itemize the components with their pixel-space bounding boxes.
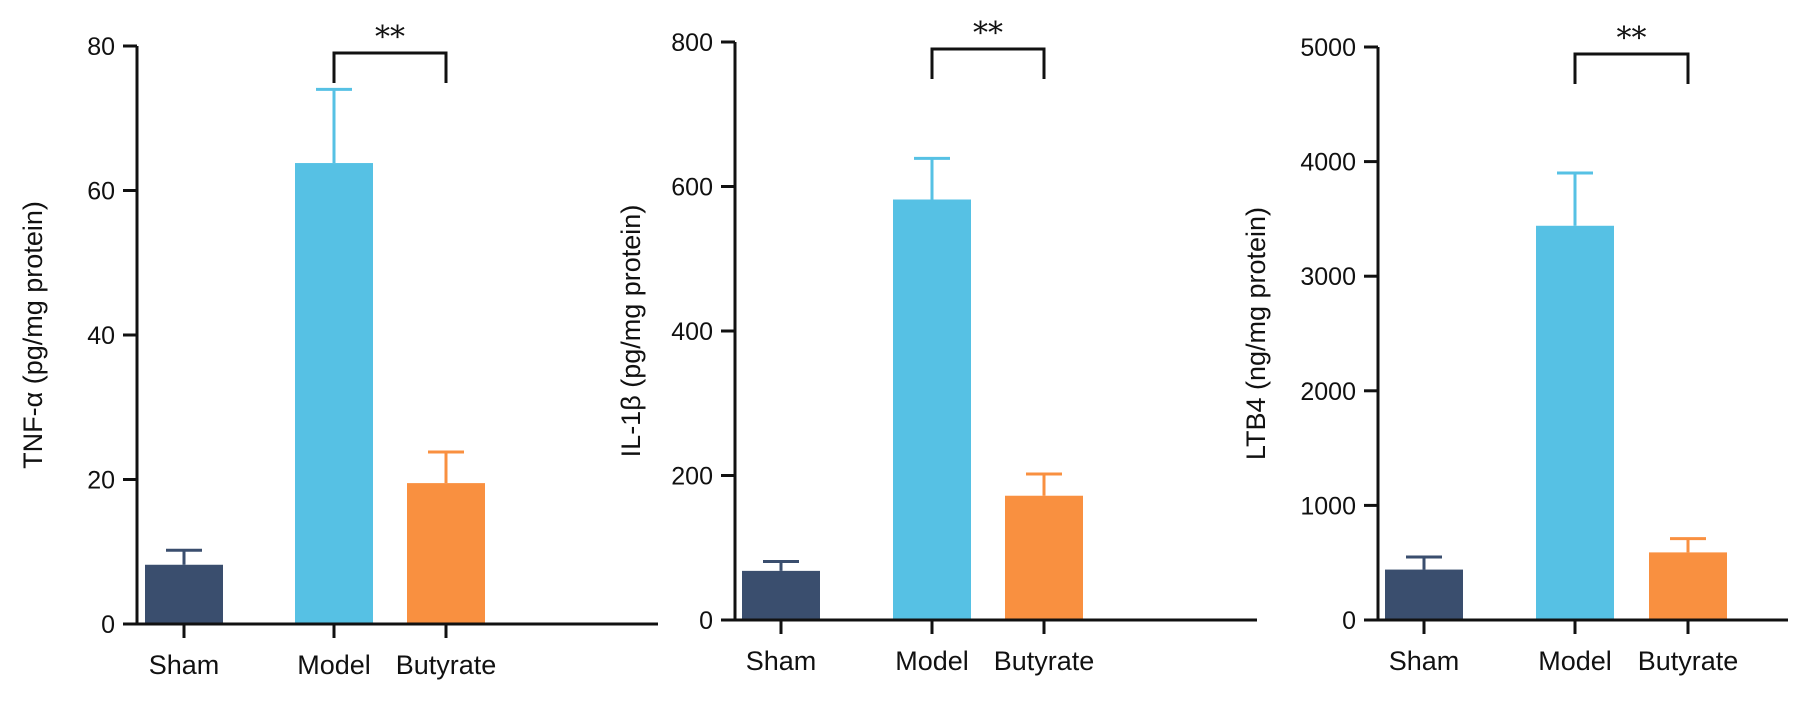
bar-sham [145,564,223,624]
y-tick-label: 5000 [1300,34,1356,62]
y-tick-label: 80 [87,33,115,61]
y-tick-label: 0 [699,607,713,635]
y-tick-label: 400 [671,318,713,346]
bar-model [1536,225,1614,620]
bar-sham [742,570,820,620]
x-tick-label-sham: Sham [149,650,220,680]
y-tick-label: 4000 [1300,149,1356,177]
x-tick-label-butyrate: Butyrate [396,650,497,680]
significance-label: ** [1617,21,1647,56]
y-tick-label: 200 [671,463,713,491]
bar-butyrate [407,483,485,624]
y-tick-label: 1000 [1300,492,1356,520]
y-axis-title: TNF-α (pg/mg protein) [18,201,48,469]
y-tick-label: 600 [671,174,713,202]
y-tick-label: 0 [1342,607,1356,635]
chart-panel-2: 0 200 400 600 800 Sham Model Butyrate IL-1β (pg/… [616,16,1257,676]
y-tick-label: 20 [87,467,115,495]
y-tick-label: 800 [671,29,713,57]
x-tick-label-model: Model [297,650,371,680]
significance-label: ** [375,20,405,55]
x-tick-label-model: Model [895,646,969,676]
y-tick-label: 60 [87,178,115,206]
bar-model [295,163,373,625]
x-tick-label-butyrate: Butyrate [1638,646,1739,676]
significance-label: ** [973,16,1003,51]
y-tick-label: 2000 [1300,378,1356,406]
chart-panel-1: 0 20 40 60 80 Sham Model Butyrate TNF-α (pg/mg p… [18,20,658,680]
significance-bracket [332,51,448,83]
y-tick-label: 40 [87,322,115,350]
y-tick-label: 3000 [1300,263,1356,291]
x-tick-label-model: Model [1538,646,1612,676]
bar-butyrate [1005,495,1083,620]
bar-model [893,199,971,620]
significance-bracket [930,47,1046,79]
x-tick-label-sham: Sham [746,646,817,676]
bar-butyrate [1649,552,1727,620]
y-axis-title: IL-1β (pg/mg protein) [616,205,646,458]
y-axis-title: LTB4 (ng/mg protein) [1241,207,1271,460]
bar-sham [1385,569,1463,620]
x-tick-label-sham: Sham [1389,646,1460,676]
chart-panel-3: 0 1000 2000 3000 4000 5000 Sham Model Butyrate LT… [1241,21,1788,676]
significance-bracket [1573,52,1690,84]
y-tick-label: 0 [101,611,115,639]
x-tick-label-butyrate: Butyrate [994,646,1095,676]
